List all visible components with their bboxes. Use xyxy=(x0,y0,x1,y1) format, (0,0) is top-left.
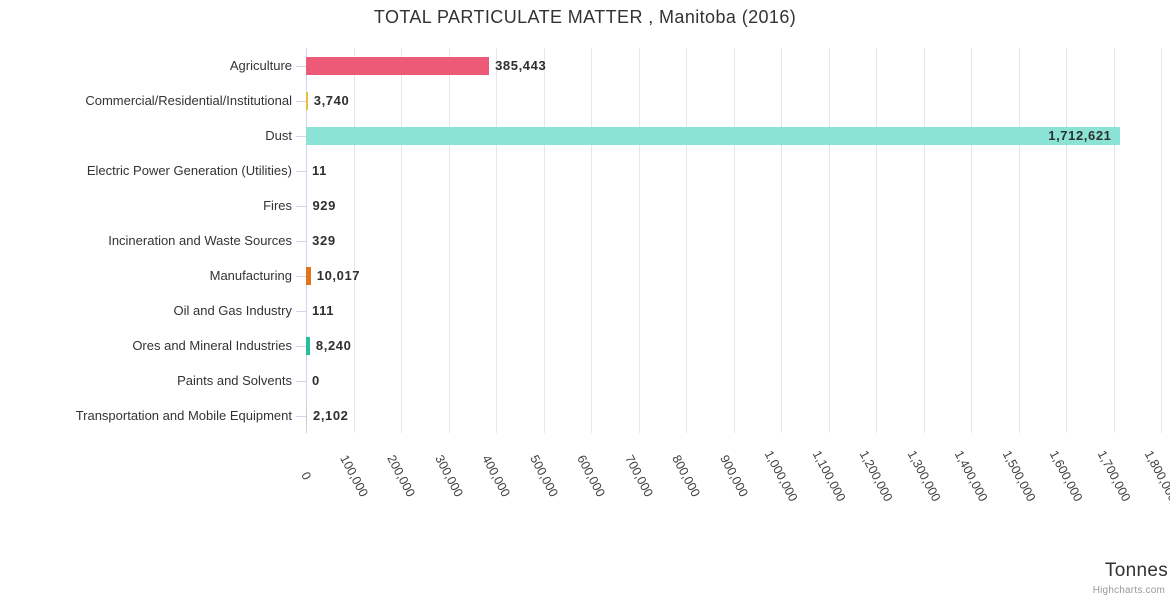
gridline xyxy=(1161,48,1162,433)
value-label: 929 xyxy=(312,198,336,213)
x-tick-label: 100,000 xyxy=(336,452,371,500)
category-label: Agriculture xyxy=(229,58,292,73)
x-tick-label: 300,000 xyxy=(431,452,466,500)
x-tick-label: 1,800,000 xyxy=(1141,448,1170,504)
x-tick-label: 1,100,000 xyxy=(809,448,848,504)
gridline xyxy=(496,48,497,433)
gridline xyxy=(781,48,782,433)
value-label: 2,102 xyxy=(312,408,349,423)
category-tick-mark xyxy=(296,345,306,347)
category-tick-mark xyxy=(296,240,306,242)
x-tick-label: 1,600,000 xyxy=(1046,448,1086,504)
x-tick-label: 700,000 xyxy=(621,452,656,500)
category-tick-mark xyxy=(296,275,306,277)
gridline xyxy=(591,48,592,433)
category-tick-mark xyxy=(296,100,306,102)
gridline xyxy=(1066,48,1067,433)
x-tick-label: 200,000 xyxy=(384,452,418,500)
gridline xyxy=(828,48,830,433)
value-label: 329 xyxy=(312,233,336,248)
value-label: 3,740 xyxy=(313,93,350,108)
category-label: Paints and Solvents xyxy=(177,373,292,388)
category-label: Transportation and Mobile Equipment xyxy=(75,408,292,423)
gridline xyxy=(923,48,925,433)
bar-manufacturing[interactable] xyxy=(306,266,311,285)
gridline xyxy=(638,48,640,433)
x-tick-label: 900,000 xyxy=(716,452,751,500)
value-label: 11 xyxy=(312,163,327,178)
category-label: Electric Power Generation (Utilities) xyxy=(86,163,292,178)
gridline xyxy=(1018,48,1020,433)
category-label: Dust xyxy=(265,128,292,143)
category-tick-mark xyxy=(296,65,306,67)
bar-dust[interactable] xyxy=(306,126,1120,145)
x-tick-label: 800,000 xyxy=(669,452,703,500)
value-label: 111 xyxy=(312,303,335,318)
value-label: 0 xyxy=(312,373,320,388)
category-tick-mark xyxy=(296,135,306,137)
category-tick-mark xyxy=(296,205,306,207)
bar-commercial-residential-institutional[interactable] xyxy=(306,91,308,110)
gridline xyxy=(733,48,735,433)
x-tick-label: 1,000,000 xyxy=(761,448,801,504)
category-label: Fires xyxy=(263,198,292,213)
x-tick-label: 1,400,000 xyxy=(951,448,991,504)
value-label: 10,017 xyxy=(316,268,361,283)
value-label: 1,712,621 xyxy=(1048,128,1112,143)
category-label: Commercial/Residential/Institutional xyxy=(85,93,292,108)
category-axis-line xyxy=(306,48,307,433)
bar-agriculture[interactable] xyxy=(306,56,490,75)
bar-transportation-and-mobile-equipment[interactable] xyxy=(306,406,307,425)
chart-title: TOTAL PARTICULATE MATTER , Manitoba (201… xyxy=(373,7,797,27)
x-tick-label: 500,000 xyxy=(526,452,561,500)
x-tick-label: 600,000 xyxy=(574,452,608,500)
value-label: 385,443 xyxy=(495,58,547,73)
x-tick-label: 1,700,000 xyxy=(1094,448,1133,504)
category-tick-mark xyxy=(296,170,306,172)
x-tick-label: 1,300,000 xyxy=(904,448,943,504)
category-label: Ores and Mineral Industries xyxy=(132,338,292,353)
x-tick-label: 1,200,000 xyxy=(856,448,896,504)
x-tick-label: 1,500,000 xyxy=(999,448,1038,504)
bar-ores-and-mineral-industries[interactable] xyxy=(306,336,310,355)
category-label: Incineration and Waste Sources xyxy=(108,233,292,248)
gridline xyxy=(686,48,687,433)
category-tick-mark xyxy=(296,310,306,312)
category-label: Oil and Gas Industry xyxy=(173,303,293,318)
gridline xyxy=(448,48,450,433)
x-tick-label: 0 xyxy=(298,469,314,483)
category-label: Manufacturing xyxy=(209,268,292,283)
category-tick-mark xyxy=(296,415,306,417)
gridline xyxy=(1113,48,1115,433)
value-label: 8,240 xyxy=(315,338,352,353)
gridline xyxy=(543,48,545,433)
gridline xyxy=(876,48,877,433)
plot-area xyxy=(306,48,1162,433)
highcharts-credit-link[interactable]: Highcharts.com xyxy=(1092,585,1165,596)
gridline xyxy=(401,48,402,433)
x-axis-title: Tonnes xyxy=(1104,560,1168,581)
gridline xyxy=(971,48,972,433)
category-tick-mark xyxy=(296,380,306,382)
gridline xyxy=(353,48,355,433)
x-tick-label: 400,000 xyxy=(479,452,513,500)
